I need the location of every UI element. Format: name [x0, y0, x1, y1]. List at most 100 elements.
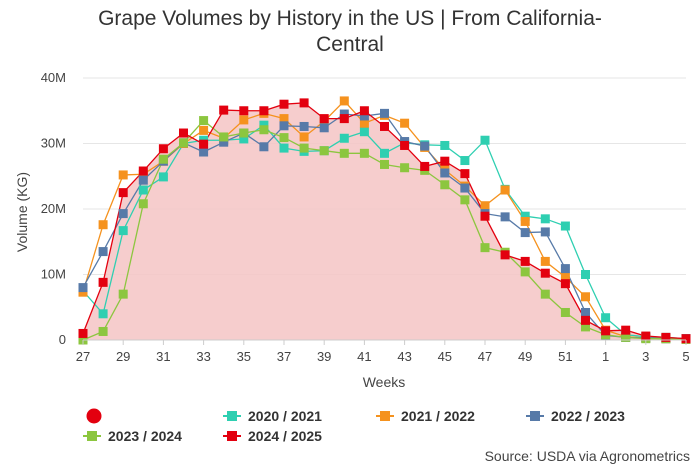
data-point-2024-2025[interactable]	[440, 156, 450, 166]
data-point-2021-2022[interactable]	[98, 220, 108, 230]
data-point-2023-2024[interactable]	[560, 307, 570, 317]
data-point-2020-2021[interactable]	[601, 313, 611, 323]
data-point-2022-2023[interactable]	[420, 141, 430, 151]
data-point-2022-2023[interactable]	[219, 137, 229, 147]
data-point-2022-2023[interactable]	[259, 142, 269, 152]
legend-item-2022-2023[interactable]: 2022 / 2023	[526, 408, 625, 424]
data-point-2024-2025[interactable]	[460, 169, 470, 179]
data-point-2021-2022[interactable]	[339, 96, 349, 106]
data-point-2023-2024[interactable]	[259, 125, 269, 135]
data-point-2023-2024[interactable]	[380, 159, 389, 169]
data-point-2021-2022[interactable]	[239, 115, 249, 125]
data-point-2023-2024[interactable]	[138, 199, 148, 209]
data-point-2021-2022[interactable]	[581, 292, 590, 302]
data-point-2021-2022[interactable]	[199, 125, 209, 135]
data-point-2024-2025[interactable]	[239, 106, 249, 116]
data-point-2022-2023[interactable]	[540, 227, 550, 237]
data-point-2020-2021[interactable]	[138, 185, 148, 195]
data-point-2021-2022[interactable]	[279, 114, 289, 124]
data-point-2024-2025[interactable]	[259, 106, 269, 116]
data-point-2024-2025[interactable]	[420, 161, 430, 171]
data-point-2022-2023[interactable]	[440, 168, 450, 178]
data-point-2022-2023[interactable]	[520, 228, 530, 238]
data-point-2024-2025[interactable]	[339, 114, 349, 124]
data-point-2021-2022[interactable]	[560, 272, 570, 282]
data-point-2020-2021[interactable]	[239, 134, 249, 144]
data-point-2020-2021[interactable]	[560, 221, 570, 231]
data-point-2023-2024[interactable]	[118, 289, 128, 299]
data-point-2021-2022[interactable]	[118, 170, 128, 180]
data-point-2023-2024[interactable]	[239, 128, 249, 138]
data-point-2023-2024[interactable]	[319, 146, 329, 156]
data-point-2024-2025[interactable]	[400, 140, 410, 150]
data-point-2023-2024[interactable]	[440, 180, 450, 190]
data-point-2023-2024[interactable]	[179, 138, 188, 148]
data-point-2022-2023[interactable]	[299, 121, 309, 131]
data-point-2024-2025[interactable]	[118, 188, 128, 198]
data-point-2024-2025[interactable]	[661, 332, 671, 342]
data-point-2021-2022[interactable]	[359, 118, 369, 128]
data-point-2023-2024[interactable]	[199, 116, 209, 126]
data-point-2024-2025[interactable]	[98, 277, 108, 287]
data-point-2022-2023[interactable]	[199, 147, 209, 157]
data-point-2022-2023[interactable]	[279, 121, 289, 131]
data-point-2022-2023[interactable]	[339, 109, 349, 119]
data-point-2023-2024[interactable]	[581, 322, 590, 332]
data-point-2023-2024[interactable]	[480, 243, 490, 253]
data-point-2020-2021[interactable]	[581, 270, 590, 279]
data-point-2024-2025[interactable]	[78, 328, 88, 338]
data-point-2023-2024[interactable]	[540, 289, 550, 299]
data-point-2023-2024[interactable]	[520, 267, 530, 277]
data-point-2023-2024[interactable]	[299, 143, 309, 153]
data-point-2023-2024[interactable]	[279, 133, 289, 143]
data-point-2023-2024[interactable]	[158, 154, 168, 164]
data-point-2023-2024[interactable]	[621, 332, 631, 342]
data-point-2023-2024[interactable]	[98, 326, 108, 336]
data-point-2020-2021[interactable]	[98, 309, 108, 319]
data-point-2024-2025[interactable]	[560, 279, 570, 289]
data-point-2022-2023[interactable]	[78, 283, 88, 293]
data-point-2024-2025[interactable]	[359, 106, 369, 116]
data-point-2024-2025[interactable]	[601, 326, 611, 336]
data-point-2024-2025[interactable]	[319, 114, 329, 124]
data-point-2020-2021[interactable]	[158, 172, 168, 182]
data-point-2023-2024[interactable]	[359, 148, 369, 158]
data-point-2021-2022[interactable]	[540, 256, 550, 266]
legend-item-2021-2022[interactable]: 2021 / 2022	[376, 408, 475, 424]
data-point-2022-2023[interactable]	[138, 175, 148, 185]
legend-item-2020-2021[interactable]: 2020 / 2021	[223, 408, 322, 424]
data-point-2024-2025[interactable]	[299, 98, 309, 108]
data-point-2024-2025[interactable]	[641, 331, 651, 341]
data-point-2022-2023[interactable]	[581, 307, 590, 317]
data-point-2023-2024[interactable]	[400, 163, 410, 173]
legend-item-2023-2024[interactable]: 2023 / 2024	[83, 428, 182, 444]
data-point-2021-2022[interactable]	[500, 185, 510, 195]
data-point-2021-2022[interactable]	[480, 201, 490, 211]
data-point-2023-2024[interactable]	[339, 148, 349, 158]
data-point-2024-2025[interactable]	[681, 334, 691, 344]
data-point-2022-2023[interactable]	[560, 264, 570, 274]
data-point-2022-2023[interactable]	[460, 183, 470, 193]
data-point-2024-2025[interactable]	[520, 256, 530, 266]
data-point-2020-2021[interactable]	[460, 156, 470, 166]
data-point-2022-2023[interactable]	[380, 108, 389, 118]
data-point-2024-2025[interactable]	[219, 105, 229, 115]
data-point-2024-2025[interactable]	[540, 268, 550, 278]
data-point-2020-2021[interactable]	[480, 135, 490, 145]
data-point-2021-2022[interactable]	[400, 118, 410, 128]
data-point-2024-2025[interactable]	[621, 325, 631, 335]
data-point-2021-2022[interactable]	[520, 216, 530, 226]
data-point-2021-2022[interactable]	[299, 132, 309, 142]
legend-item-2024-2025[interactable]: 2024 / 2025	[223, 428, 322, 444]
data-point-2024-2025[interactable]	[480, 211, 490, 221]
data-point-2024-2025[interactable]	[581, 315, 590, 325]
data-point-2020-2021[interactable]	[540, 214, 550, 224]
data-point-2022-2023[interactable]	[359, 111, 369, 121]
data-point-2020-2021[interactable]	[339, 133, 349, 143]
data-point-2023-2024[interactable]	[460, 195, 470, 205]
data-point-2024-2025[interactable]	[279, 99, 289, 109]
data-point-2022-2023[interactable]	[118, 209, 128, 219]
data-point-2022-2023[interactable]	[98, 247, 108, 257]
data-point-2021-2022[interactable]	[78, 287, 88, 297]
data-point-2024-2025[interactable]	[500, 250, 510, 260]
